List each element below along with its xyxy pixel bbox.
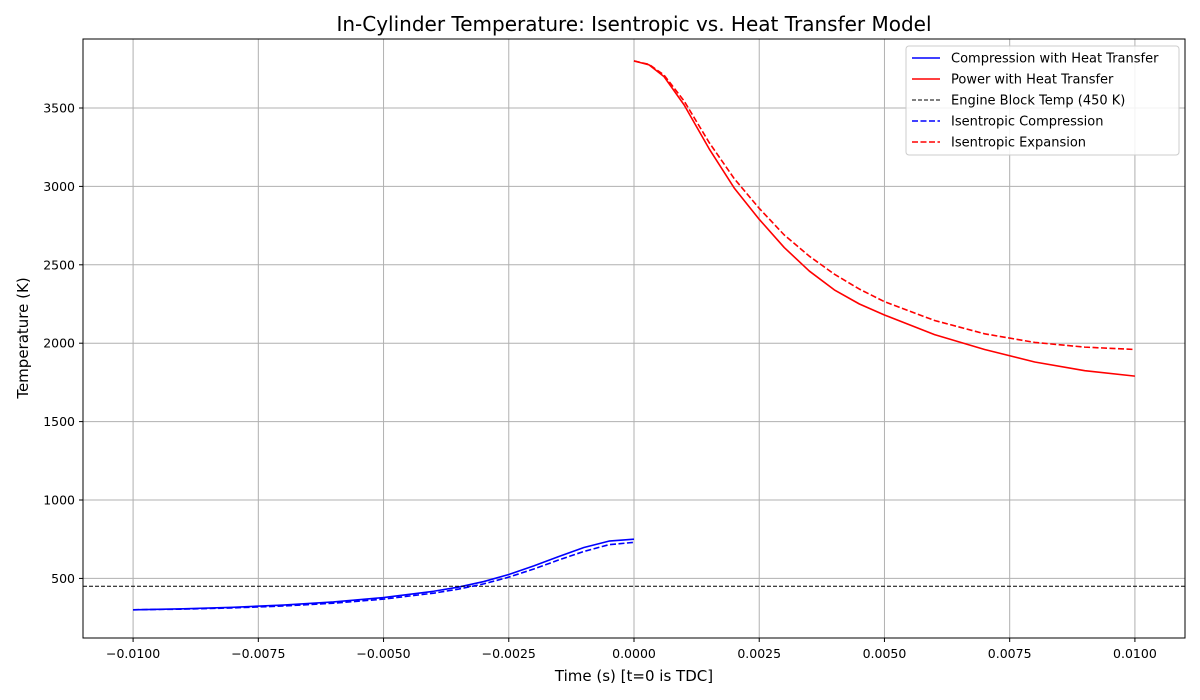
legend-entry: Compression with Heat Transfer (951, 52, 1159, 67)
legend-entry: Engine Block Temp (450 K) (951, 94, 1125, 109)
x-tick-label: 0.0000 (612, 646, 656, 661)
x-tick-label: −0.0050 (356, 646, 410, 661)
axis-ticks: −0.0100 −0.0075 −0.0050 −0.0025 0.0000 0.0025… (43, 100, 1157, 661)
x-tick-label: 0.0050 (863, 646, 907, 661)
legend: Compression with Heat Transfer Power with… (905, 45, 1180, 156)
legend-entry: Isentropic Compression (951, 115, 1103, 130)
x-tick-label: −0.0075 (231, 646, 285, 661)
legend-entry: Power with Heat Transfer (951, 73, 1114, 88)
plot-lines (83, 60, 1185, 611)
x-tick-label: 0.0100 (1113, 646, 1157, 661)
x-tick-label: −0.0025 (482, 646, 536, 661)
series-line-3 (133, 541, 635, 611)
x-tick-label: 0.0075 (988, 646, 1032, 661)
series-line-1 (633, 60, 1135, 377)
y-tick-label: 500 (51, 571, 75, 586)
y-tick-label: 1000 (43, 493, 75, 508)
x-tick-label: −0.0100 (106, 646, 160, 661)
legend-entry: Isentropic Expansion (951, 136, 1086, 151)
x-axis-label: Time (s) [t=0 is TDC] (554, 667, 713, 685)
series-line-0 (133, 538, 635, 611)
y-tick-label: 3500 (43, 100, 75, 115)
y-tick-label: 2000 (43, 336, 75, 351)
y-axis-label: Temperature (K) (14, 277, 32, 399)
legend-box (905, 45, 1180, 156)
x-tick-label: 0.0025 (737, 646, 781, 661)
series-line-4 (633, 60, 1135, 351)
y-tick-label: 3000 (43, 179, 75, 194)
y-tick-label: 1500 (43, 414, 75, 429)
chart-title: In-Cylinder Temperature: Isentropic vs. … (336, 12, 931, 36)
y-tick-label: 2500 (43, 257, 75, 272)
